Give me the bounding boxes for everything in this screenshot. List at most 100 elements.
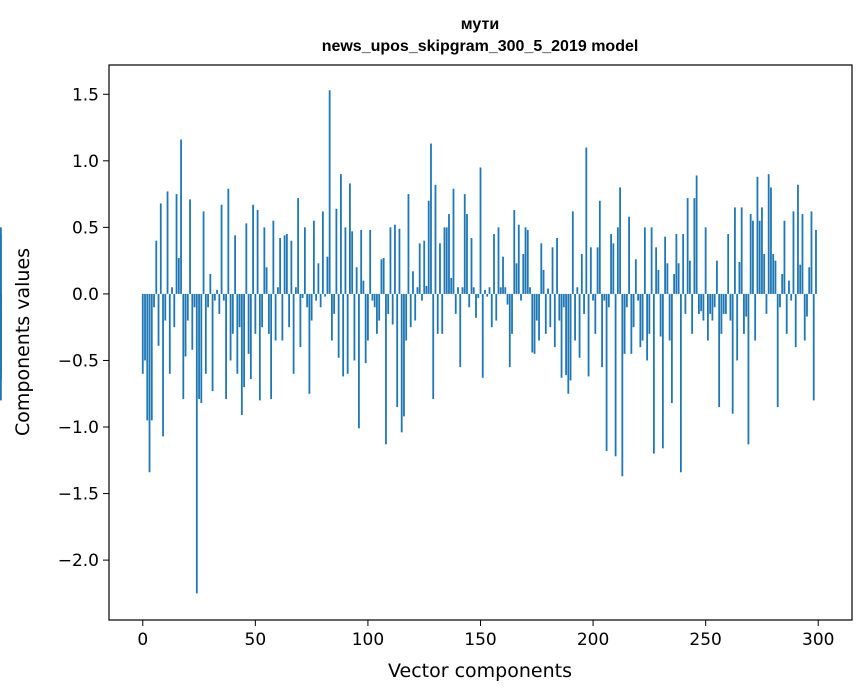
x-tick-label: 100 <box>352 630 384 650</box>
bar-16 <box>177 257 180 294</box>
bar-224 <box>646 293 649 361</box>
bar-123 <box>418 243 421 294</box>
bar-278 <box>767 174 770 294</box>
bar-250 <box>704 227 707 294</box>
bar-26 <box>200 293 203 404</box>
bar-47 <box>247 293 250 354</box>
bar-216 <box>628 216 630 294</box>
bar-198 <box>587 293 590 377</box>
bar-181 <box>549 293 552 328</box>
bar-295 <box>806 293 808 317</box>
bar-96 <box>358 293 360 429</box>
bar-138 <box>452 188 455 294</box>
bar-275 <box>761 207 763 294</box>
bar-220 <box>637 293 640 301</box>
bar-136 <box>448 214 450 294</box>
bar-44 <box>240 293 243 416</box>
bar-144 <box>466 214 468 294</box>
bar-177 <box>540 243 543 294</box>
bar-253 <box>711 293 714 321</box>
bar-264 <box>736 293 739 361</box>
y-tick-label: 0.5 <box>72 218 99 238</box>
bar-83 <box>328 90 331 294</box>
bar-245 <box>693 198 696 294</box>
bar-53 <box>261 293 263 328</box>
bar-65 <box>288 293 291 328</box>
bar-0 <box>141 293 144 374</box>
y-axis-ticks: −2.0 −1.5 −1.0 −0.5 0.0 0.5 1.0 1.5 <box>58 85 109 571</box>
bar-288 <box>790 293 793 301</box>
bar-254 <box>713 293 716 308</box>
bar-185 <box>558 293 561 321</box>
bar-121 <box>414 293 417 321</box>
bar-279 <box>770 187 772 294</box>
bar-233 <box>666 263 669 294</box>
bar-series <box>0 90 817 594</box>
bar-15 <box>175 194 178 294</box>
bar-70 <box>299 293 302 348</box>
bar-170 <box>524 227 527 294</box>
bar-166 <box>515 263 518 294</box>
bar-21 <box>189 199 191 294</box>
bar-200 <box>592 293 594 301</box>
bar-150 <box>479 167 482 294</box>
bar-176 <box>538 293 540 341</box>
y-tick-label: −2.0 <box>58 551 99 571</box>
bar-212 <box>619 187 621 294</box>
bar-196 <box>583 293 585 314</box>
bar-10 <box>164 293 167 321</box>
bar-214 <box>623 293 626 354</box>
bar-153 <box>486 293 489 297</box>
bar-24 <box>195 293 198 594</box>
bar-100 <box>367 293 369 341</box>
bar-90 <box>344 227 347 294</box>
bar-243 <box>688 260 691 294</box>
bar-167 <box>517 224 520 294</box>
bar-282 <box>776 293 779 408</box>
y-tick-label: −1.5 <box>58 485 99 505</box>
bar-128 <box>430 143 432 294</box>
bar-102 <box>371 293 374 301</box>
bar-109 <box>387 293 390 314</box>
bar-249 <box>702 293 705 321</box>
chart-subtitle: news_upos_skipgram_300_5_2019 model <box>322 38 639 55</box>
bar-227 <box>652 293 655 454</box>
bar-114 <box>398 228 401 294</box>
bar-31 <box>211 293 214 392</box>
bar-94 <box>353 293 356 361</box>
bar-221 <box>639 293 642 348</box>
bar-137 <box>450 277 453 294</box>
bar-251 <box>707 293 709 341</box>
bar-142 <box>461 287 464 294</box>
bar-215 <box>625 293 628 308</box>
bar-81 <box>324 293 327 297</box>
bar-240 <box>682 234 685 294</box>
bar-112 <box>394 224 396 294</box>
bar-62 <box>281 293 284 341</box>
bar-292 <box>799 264 802 294</box>
bar-28 <box>204 293 207 374</box>
bar-213 <box>621 293 624 477</box>
bar-205 <box>603 293 606 301</box>
bar-202 <box>596 247 599 294</box>
bar-262 <box>731 293 734 414</box>
bar-239 <box>679 293 682 473</box>
bar-169 <box>522 253 525 294</box>
bar-84 <box>331 293 333 341</box>
bar-135 <box>445 227 448 294</box>
bar-203 <box>598 200 601 294</box>
bar-116 <box>403 293 405 417</box>
bar-171 <box>526 230 529 294</box>
bar-13 <box>171 287 173 294</box>
bar-234 <box>668 293 671 341</box>
bar-19 <box>184 293 187 357</box>
bar-113 <box>396 293 399 408</box>
bar-122 <box>416 287 419 294</box>
bar-235 <box>670 293 673 404</box>
bar-132 <box>439 243 441 294</box>
bar-63 <box>283 235 286 294</box>
bar-64 <box>285 234 288 294</box>
bar-46 <box>245 223 248 294</box>
chart-title: мути <box>461 16 499 33</box>
bar-297 <box>810 211 813 294</box>
